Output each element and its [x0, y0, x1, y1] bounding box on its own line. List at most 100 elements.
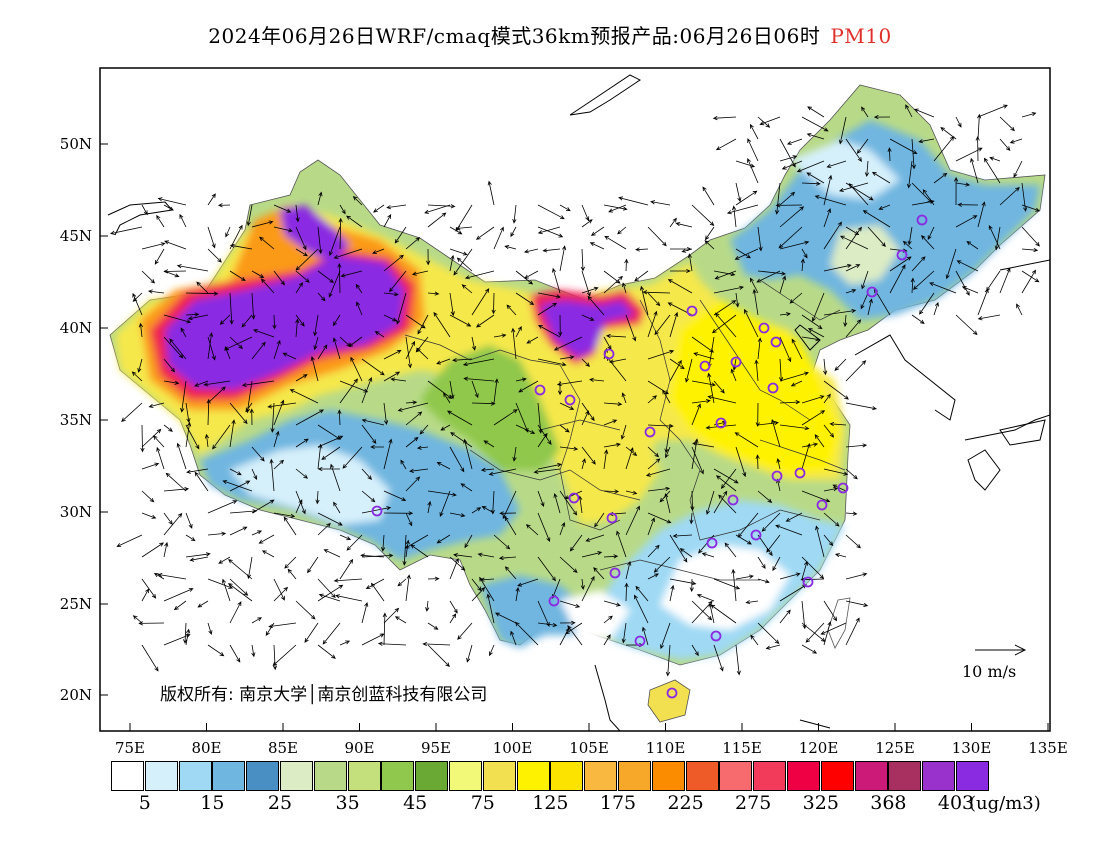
wind-arrow [826, 160, 847, 168]
wind-arrow [823, 468, 849, 476]
wind-arrow [559, 620, 576, 625]
wind-arrow [246, 204, 253, 227]
wind-arrow [933, 301, 939, 316]
wind-arrow [219, 314, 231, 325]
wind-arrow [260, 278, 275, 294]
wind-arrow [405, 237, 421, 250]
wind-arrow [440, 424, 451, 431]
wind-arrow [187, 314, 209, 321]
wind-arrow [339, 378, 358, 404]
wind-arrow [116, 534, 143, 547]
wind-arrow [839, 182, 869, 192]
city-marker [758, 322, 770, 334]
wind-arrow [650, 200, 671, 206]
wind-arrow [361, 506, 392, 514]
wind-arrow [163, 269, 187, 274]
wind-arrow [843, 314, 848, 328]
wind-arrow [449, 254, 455, 272]
wind-arrow [807, 106, 825, 118]
wind-arrow [603, 275, 623, 294]
wind-arrow [647, 310, 658, 338]
wind-arrow [176, 264, 209, 272]
city-marker [609, 567, 621, 579]
wind-arrow [834, 358, 847, 371]
wind-arrow [933, 172, 948, 184]
wind-arrow [317, 522, 331, 536]
wind-arrow [504, 516, 517, 536]
wind-arrow [713, 644, 724, 672]
wind-arrow [887, 147, 892, 162]
wind-arrow [207, 336, 216, 361]
wind-arrow [871, 171, 891, 184]
title-main: 2024年06月26日WRF/cmaq模式36km预报产品:06月26日06时 [208, 24, 821, 48]
legend-swatch [246, 761, 280, 791]
city-marker [534, 384, 546, 396]
wind-arrow [778, 226, 803, 249]
wind-arrow [373, 204, 385, 213]
wind-arrow [185, 402, 191, 423]
wind-arrow [471, 336, 477, 351]
wind-arrow [845, 226, 860, 235]
wind-arrow [246, 556, 253, 580]
wind-arrow [848, 183, 869, 206]
wind-arrow [581, 204, 590, 222]
wind-arrow [856, 138, 869, 154]
wind-arrow [647, 349, 675, 360]
wind-arrow [361, 490, 376, 503]
wind-arrow [449, 314, 472, 327]
city-marker [699, 360, 711, 372]
city-marker [666, 687, 678, 699]
wind-arrow [340, 270, 363, 278]
wind-arrow [427, 576, 440, 581]
wind-arrow [689, 578, 694, 593]
city-marker [916, 214, 928, 226]
wind-arrow [542, 248, 561, 253]
wind-arrow [685, 358, 693, 383]
wind-arrow [212, 424, 231, 450]
wind-arrow [834, 553, 847, 558]
lon-tick-label: 100E [493, 739, 533, 757]
wind-arrow [603, 449, 609, 470]
wind-arrow [338, 217, 343, 250]
wind-arrow [450, 432, 473, 448]
legend-swatch [280, 761, 313, 791]
wind-arrow [315, 490, 320, 505]
wind-arrow [691, 644, 699, 657]
wind-arrow [207, 193, 216, 206]
wind-arrow [1013, 160, 1023, 178]
wind-arrow [801, 395, 825, 404]
lat-tick-label: 25N [60, 595, 92, 613]
wind-arrow [801, 560, 809, 580]
wind-arrow [537, 490, 545, 508]
wind-arrow [691, 446, 704, 475]
legend-swatch [922, 761, 956, 791]
legend-swatch [550, 761, 584, 791]
wind-arrow [346, 215, 363, 228]
wind-arrow [701, 552, 715, 558]
wind-arrow [806, 133, 825, 140]
wind-arrow [176, 442, 187, 470]
wind-arrow [594, 512, 605, 528]
wind-arrow [350, 356, 363, 382]
wind-reference-arrow [975, 644, 1027, 656]
wind-arrow [580, 248, 585, 272]
wind-arrow [581, 458, 586, 470]
wind-arrow [622, 282, 627, 294]
wind-arrow [779, 584, 807, 602]
wind-arrow [449, 557, 459, 580]
wind-arrow [864, 160, 870, 178]
wind-arrow [488, 468, 517, 476]
wind-arrow [163, 512, 183, 536]
wind-arrow [537, 292, 561, 299]
wind-arrow [405, 436, 419, 448]
wind-arrow [691, 399, 711, 404]
wind-arrow [526, 336, 539, 344]
wind-arrow [394, 226, 407, 244]
wind-arrow [273, 339, 281, 360]
wind-arrow [713, 300, 737, 316]
lon-tick-label: 90E [344, 739, 374, 757]
wind-arrow [339, 204, 346, 215]
wind-arrow [732, 205, 737, 228]
legend-swatch [820, 761, 854, 791]
wind-arrow [194, 471, 209, 492]
